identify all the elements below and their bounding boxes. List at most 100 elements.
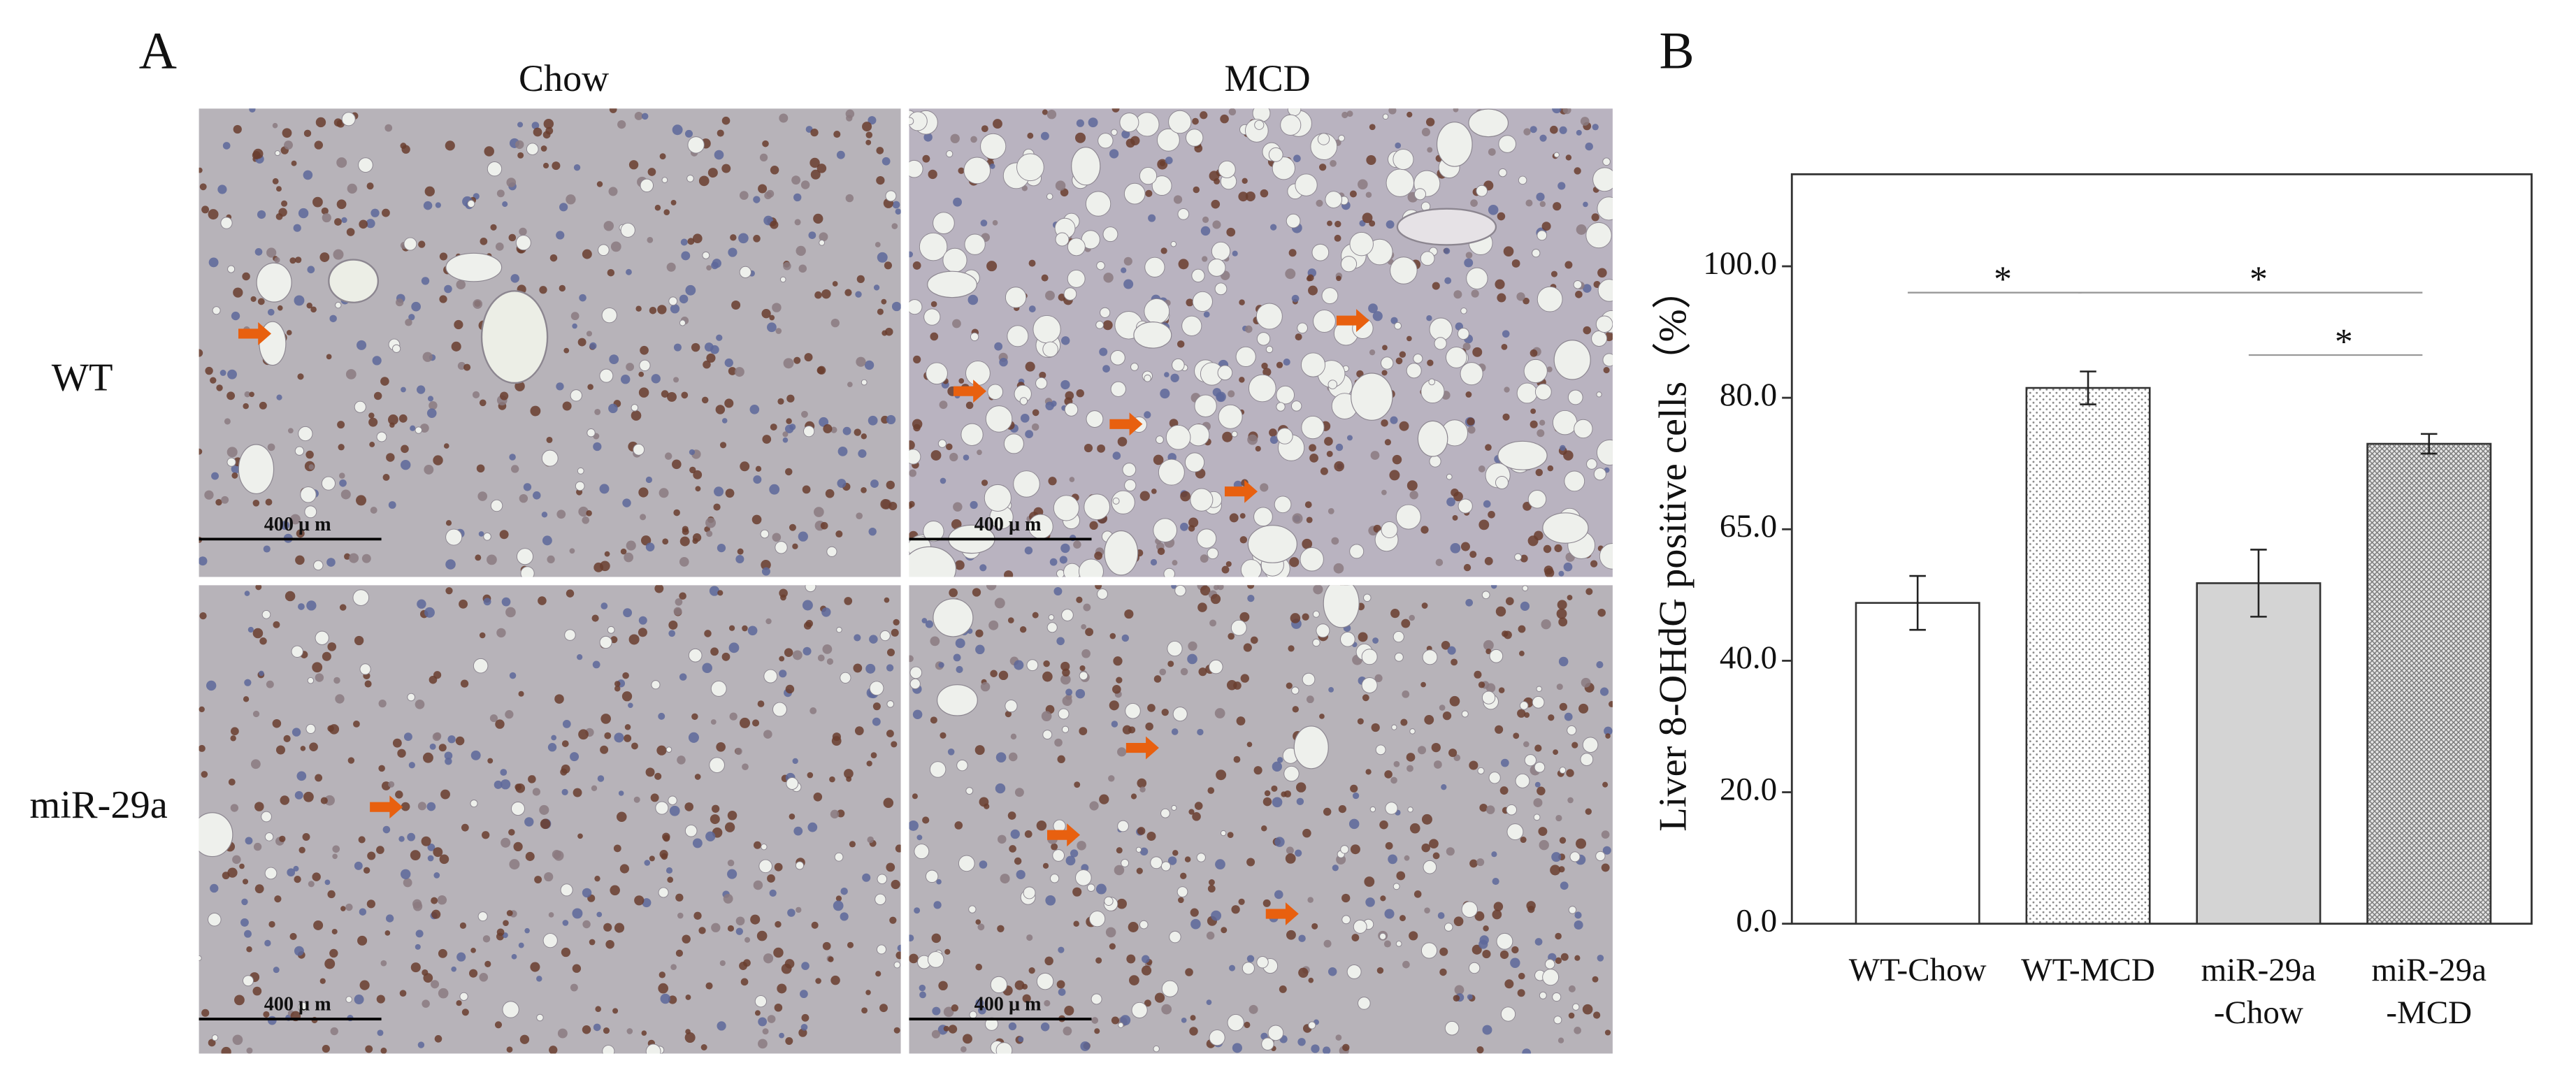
nucleus [1557, 182, 1566, 190]
nucleus [895, 208, 901, 215]
nucleus [1334, 461, 1344, 472]
nucleus [484, 960, 491, 968]
nucleus [1409, 491, 1418, 500]
nucleus [793, 356, 801, 364]
nucleus [807, 822, 818, 832]
nucleus [226, 447, 238, 458]
nucleus [472, 391, 480, 398]
nucleus [1089, 801, 1099, 811]
nucleus [563, 347, 570, 354]
nucleus [1421, 843, 1430, 853]
nucleus [1232, 250, 1238, 256]
nucleus [1464, 258, 1474, 268]
nucleus [1427, 147, 1433, 153]
nucleus [293, 865, 299, 872]
nucleus [289, 257, 296, 264]
nucleus [353, 720, 360, 728]
nucleus [320, 797, 328, 804]
droplet [212, 306, 221, 315]
nucleus [679, 557, 689, 567]
nucleus [729, 712, 737, 721]
nucleus [710, 647, 719, 656]
nucleus [862, 873, 871, 882]
droplet [909, 111, 928, 131]
droplet [1468, 108, 1509, 138]
nucleus [1264, 790, 1271, 797]
nucleus [1369, 124, 1376, 131]
nucleus [1564, 261, 1573, 269]
droplet [1391, 724, 1397, 730]
nucleus [897, 944, 901, 952]
nucleus [1211, 910, 1222, 921]
droplet [1172, 707, 1188, 722]
nucleus [1250, 636, 1258, 644]
nucleus [1192, 811, 1201, 821]
nucleus [1081, 624, 1086, 630]
nucleus [865, 663, 876, 674]
nucleus [408, 762, 415, 769]
nucleus [958, 167, 965, 174]
nucleus [515, 783, 522, 791]
droplet [1181, 315, 1202, 336]
nucleus [1488, 204, 1499, 215]
nucleus [739, 717, 751, 728]
y-tick-label: 100.0 [1703, 245, 1777, 282]
arrow [1125, 736, 1159, 760]
nucleus [936, 879, 942, 885]
nucleus [591, 785, 598, 792]
droplet [1248, 374, 1276, 403]
droplet [1170, 240, 1177, 247]
droplet [1477, 767, 1485, 774]
nucleus [1170, 373, 1179, 382]
nucleus [1421, 814, 1432, 825]
nucleus [753, 475, 762, 484]
nucleus [572, 323, 577, 329]
droplet [1407, 807, 1413, 813]
panel-label: B [1660, 22, 1694, 80]
nucleus [424, 186, 435, 197]
nucleus [1605, 733, 1611, 739]
nucleus [989, 164, 995, 169]
nucleus [1080, 1041, 1091, 1051]
droplet [1409, 728, 1416, 735]
nucleus [813, 213, 823, 224]
nucleus [677, 912, 684, 919]
nucleus [723, 893, 733, 904]
nucleus [1302, 828, 1311, 838]
droplet [1312, 638, 1321, 647]
nucleus [1559, 126, 1567, 134]
nucleus [1601, 863, 1610, 872]
nucleus [988, 620, 999, 630]
droplet [274, 150, 281, 157]
nucleus [205, 366, 213, 375]
nucleus [364, 680, 372, 688]
nucleus [1504, 386, 1510, 393]
nucleus [837, 446, 848, 456]
nucleus [1530, 126, 1537, 133]
nucleus [1239, 612, 1250, 622]
droplet [1276, 402, 1286, 412]
nucleus [1495, 606, 1506, 617]
nucleus [1537, 429, 1545, 438]
droplet [1287, 108, 1302, 117]
nucleus [1239, 377, 1245, 383]
nucleus [222, 142, 231, 150]
nucleus [294, 295, 305, 306]
nucleus [1285, 268, 1296, 280]
nucleus [641, 1030, 647, 1036]
droplet [1363, 593, 1372, 602]
nucleus [1368, 303, 1378, 314]
nucleus [1010, 733, 1017, 740]
nucleus [561, 764, 570, 774]
nucleus [480, 237, 488, 245]
nucleus [208, 209, 219, 220]
droplet [879, 630, 891, 642]
nucleus [544, 872, 554, 882]
nucleus [810, 157, 820, 168]
nucleus [979, 797, 989, 807]
nucleus [1048, 477, 1057, 486]
droplet [1406, 363, 1422, 379]
nucleus [783, 358, 794, 369]
nucleus [1077, 841, 1086, 851]
nucleus [592, 660, 600, 669]
